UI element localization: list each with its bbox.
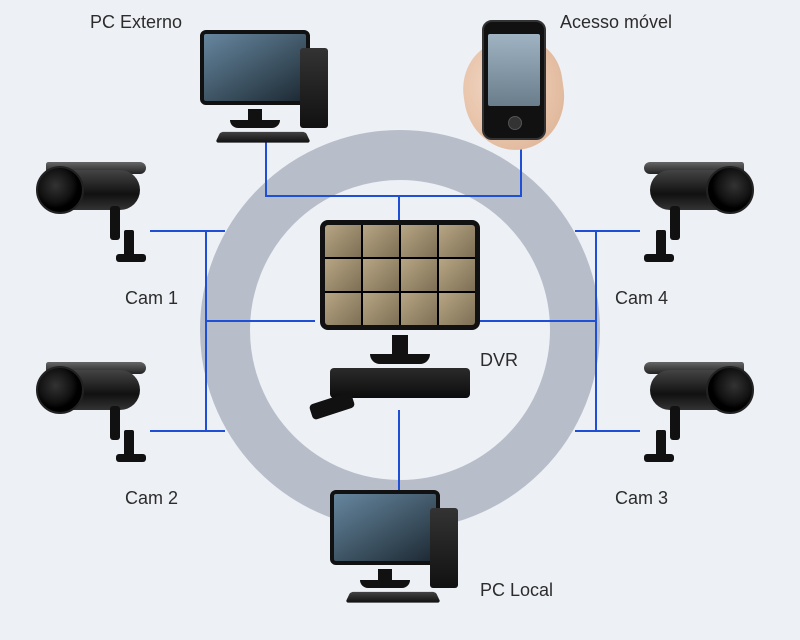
connector-line xyxy=(205,230,225,232)
connector-line xyxy=(480,320,595,322)
acesso-movel-label: Acesso móvel xyxy=(560,12,672,33)
dvr-monitor-icon xyxy=(320,220,480,330)
connector-line xyxy=(205,430,225,432)
pc-tower-icon xyxy=(300,48,328,128)
connector-line xyxy=(205,320,207,430)
connector-line xyxy=(265,195,522,197)
connector-line xyxy=(575,430,595,432)
connector-line xyxy=(205,320,315,322)
pc-local xyxy=(330,490,460,620)
pc-tower-icon xyxy=(430,508,458,588)
cam-2-label: Cam 2 xyxy=(125,488,178,509)
cam-4-label: Cam 4 xyxy=(615,288,668,309)
cam-1-label: Cam 1 xyxy=(125,288,178,309)
dvr-label: DVR xyxy=(480,350,518,371)
keyboard-icon xyxy=(215,132,310,143)
connector-line xyxy=(205,230,207,320)
keyboard-icon xyxy=(345,592,440,603)
dvr xyxy=(310,220,490,420)
cam-1 xyxy=(50,160,160,250)
pc-externo-label: PC Externo xyxy=(90,12,182,33)
cam-2 xyxy=(50,360,160,450)
cam-3 xyxy=(630,360,740,450)
connector-line xyxy=(398,410,400,495)
monitor-icon xyxy=(330,490,440,565)
cam-3-label: Cam 3 xyxy=(615,488,668,509)
connector-line xyxy=(595,230,597,320)
connector-line xyxy=(595,320,597,430)
diagram-canvas: PC Externo Acesso móvel Cam 1 Cam 2 Cam … xyxy=(0,0,800,640)
cam-4 xyxy=(630,160,740,250)
acesso-movel xyxy=(470,20,560,150)
pc-local-label: PC Local xyxy=(480,580,553,601)
connector-line xyxy=(575,230,595,232)
pc-externo xyxy=(200,30,330,160)
monitor-icon xyxy=(200,30,310,105)
